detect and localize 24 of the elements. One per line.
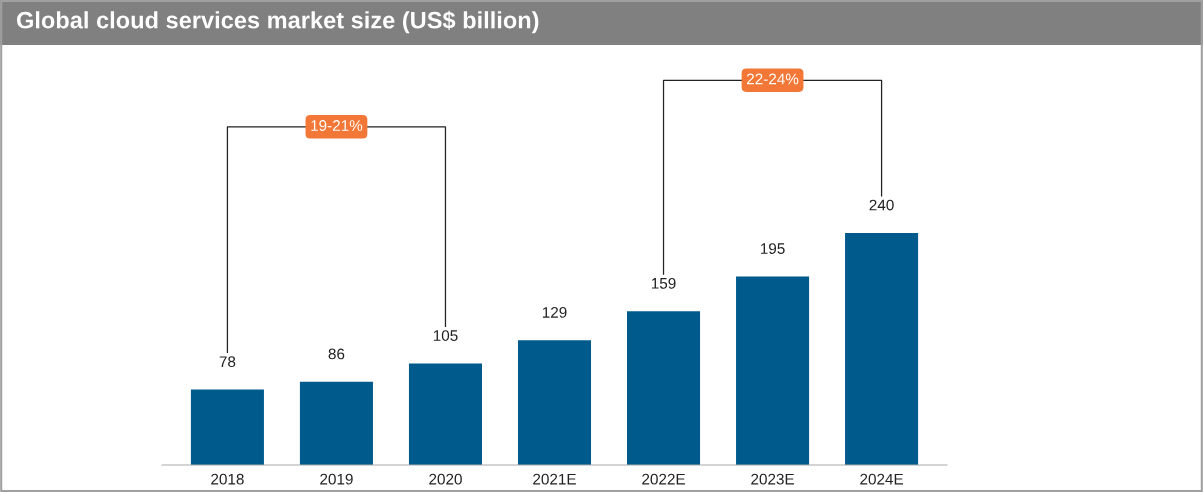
text: 19-21% bbox=[311, 120, 363, 131]
data-label: 105 bbox=[433, 330, 458, 341]
bar bbox=[736, 276, 810, 465]
bar bbox=[408, 363, 482, 465]
data-label: 129 bbox=[542, 306, 567, 318]
bar bbox=[517, 340, 592, 465]
bar bbox=[627, 311, 701, 465]
x-tick-label: 2024E bbox=[860, 473, 904, 485]
x-tick-label: 2020 bbox=[429, 473, 462, 485]
x-tick-label: 2019 bbox=[320, 473, 353, 485]
data-label: 195 bbox=[760, 243, 785, 254]
data-label: 78 bbox=[219, 356, 236, 368]
chart-title: Global cloud services market size (US$ billion) bbox=[16, 10, 539, 34]
x-tick-label: 2018 bbox=[211, 473, 244, 485]
data-label: 240 bbox=[869, 199, 894, 211]
x-tick-label: 2023E bbox=[751, 473, 794, 485]
bar bbox=[845, 232, 919, 465]
bar bbox=[299, 381, 373, 465]
x-tick-label: 2022E bbox=[642, 473, 685, 485]
data-label: 86 bbox=[328, 348, 345, 360]
text: 22-24% bbox=[747, 73, 799, 85]
data-label: 159 bbox=[651, 277, 676, 289]
x-tick-label: 2021E bbox=[533, 473, 576, 485]
bar bbox=[190, 389, 264, 465]
